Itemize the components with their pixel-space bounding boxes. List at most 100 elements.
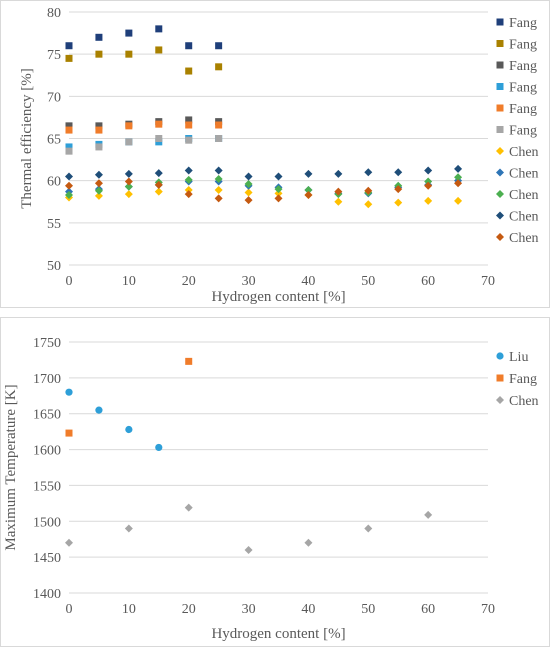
series-fang-5	[65, 120, 223, 134]
series-fang-4	[65, 135, 223, 151]
data-point	[334, 169, 343, 178]
series-fang-6	[65, 135, 223, 155]
data-point	[214, 194, 223, 203]
legend-label: Chen	[509, 145, 539, 160]
legend-label: Fang	[509, 16, 537, 31]
y-tick-label: 1400	[33, 587, 61, 602]
x-axis-title: Hydrogen content [%]	[211, 626, 345, 642]
data-point	[185, 136, 193, 144]
data-point	[185, 116, 193, 124]
legend-label: Fang	[509, 102, 537, 117]
legend-marker	[496, 396, 504, 404]
legend-label: Chen	[509, 167, 539, 182]
legend-marker	[496, 83, 504, 90]
data-point	[125, 138, 133, 146]
top-chart-panel	[0, 0, 550, 308]
data-point	[65, 172, 73, 181]
legend-marker	[496, 18, 504, 26]
data-point	[185, 67, 193, 75]
data-point	[65, 126, 73, 134]
data-point	[155, 46, 163, 54]
data-point	[65, 538, 73, 547]
series-chen-7	[65, 185, 463, 209]
data-point	[274, 172, 283, 181]
data-point	[184, 185, 193, 194]
data-point	[364, 186, 373, 195]
legend-marker	[496, 374, 504, 382]
legend-marker	[496, 147, 504, 155]
legend-label: Chen	[509, 210, 539, 225]
y-tick-label: 75	[47, 48, 61, 63]
data-point	[214, 185, 223, 194]
legend-label: Chen	[509, 394, 539, 409]
y-axis-title: Maximum Temperature [K]	[3, 384, 19, 550]
data-point	[95, 126, 103, 134]
data-point	[394, 185, 403, 194]
data-point	[65, 42, 73, 50]
data-point	[185, 42, 193, 50]
data-point	[65, 147, 73, 155]
data-point	[155, 120, 163, 128]
data-point	[215, 42, 223, 50]
data-point	[184, 175, 193, 184]
data-point	[304, 169, 313, 178]
legend: Liu Fang Chen	[496, 350, 539, 409]
data-point	[125, 425, 133, 434]
data-point	[184, 190, 193, 199]
legend-marker	[496, 40, 504, 47]
data-point	[304, 538, 313, 547]
data-point	[94, 191, 103, 200]
data-point	[244, 188, 253, 197]
x-tick-label: 70	[481, 274, 495, 289]
data-point	[95, 143, 103, 151]
legend-label: Fang	[509, 124, 537, 139]
data-point	[95, 33, 103, 41]
data-point	[244, 172, 253, 181]
y-axis-title: Thermal efficiency [%]	[19, 68, 35, 208]
x-tick-label: 0	[66, 274, 73, 289]
data-point	[94, 186, 103, 195]
data-point	[424, 166, 433, 175]
data-point	[154, 180, 163, 189]
data-point	[454, 179, 463, 188]
data-point	[184, 503, 193, 512]
data-point	[244, 180, 253, 189]
data-point	[304, 185, 313, 194]
data-point	[214, 166, 223, 175]
y-tick-label: 1650	[33, 408, 61, 423]
x-tick-label: 30	[242, 274, 256, 289]
data-point	[155, 443, 163, 452]
y-tick-label: 80	[47, 6, 61, 21]
data-point	[155, 25, 163, 33]
y-tick-label: 65	[47, 133, 61, 148]
series-fang-1	[65, 25, 223, 50]
series-chen-11	[65, 177, 463, 205]
x-axis-title: Hydrogen content [%]	[211, 289, 345, 305]
data-point	[214, 174, 223, 183]
data-point	[424, 510, 433, 519]
data-point	[184, 166, 193, 175]
legend-label: Fang	[509, 38, 537, 53]
data-point	[95, 50, 103, 58]
data-point	[65, 388, 73, 396]
series-chen-10	[65, 164, 463, 181]
data-point	[454, 173, 463, 182]
x-tick-label: 10	[122, 274, 136, 289]
data-point	[244, 545, 253, 554]
x-tick-label: 50	[361, 602, 375, 617]
data-point	[424, 196, 433, 205]
data-point	[95, 406, 103, 414]
y-tick-label: 60	[47, 175, 61, 190]
series-fang-2	[65, 357, 193, 437]
data-point	[454, 164, 463, 173]
x-tick-label: 0	[66, 602, 73, 617]
x-tick-label: 40	[301, 602, 315, 617]
data-point	[334, 187, 343, 196]
data-point	[124, 190, 133, 199]
legend-marker	[496, 352, 504, 360]
legend-label: Fang	[509, 372, 537, 387]
data-point	[125, 29, 133, 37]
series-chen-3	[65, 503, 433, 554]
data-point	[274, 185, 283, 194]
data-point	[124, 524, 133, 533]
